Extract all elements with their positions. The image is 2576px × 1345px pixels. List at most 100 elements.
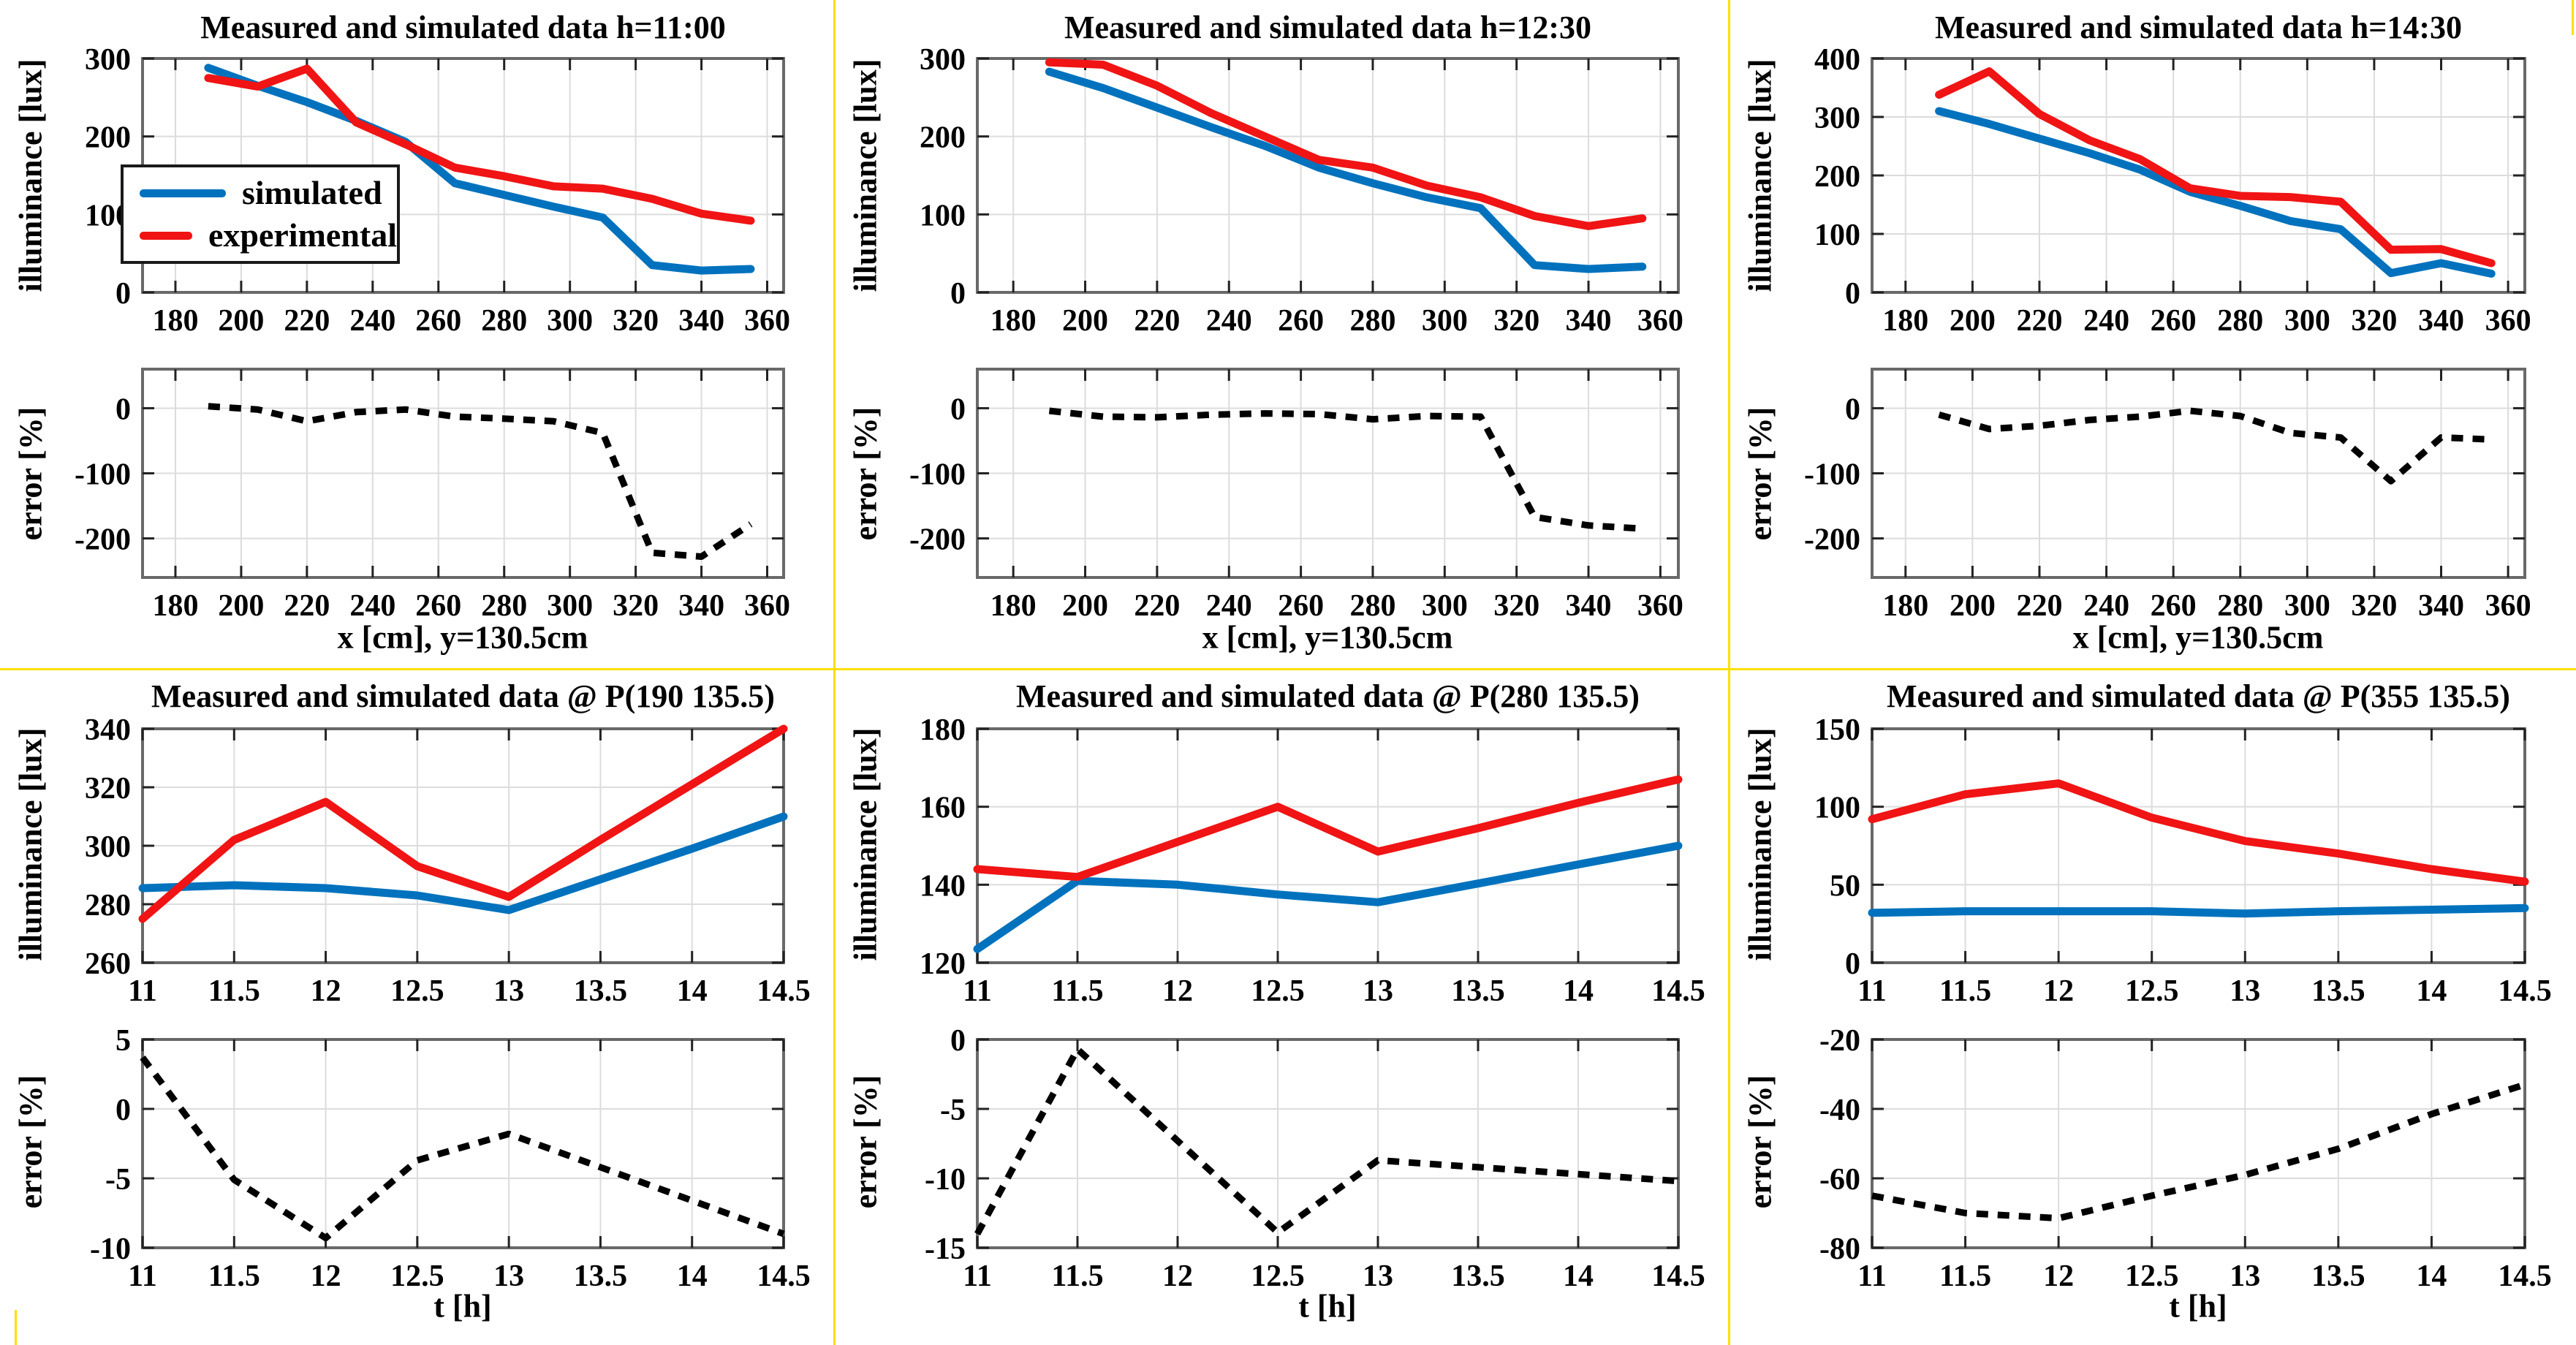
svg-text:150: 150 [1814,713,1860,747]
svg-text:280: 280 [1349,589,1395,623]
horizontal-divider [0,668,2576,670]
svg-text:260: 260 [1278,304,1324,338]
svg-text:-5: -5 [105,1163,131,1197]
svg-text:240: 240 [1206,589,1252,623]
svg-text:320: 320 [85,772,131,806]
svg-text:180: 180 [1882,589,1928,623]
svg-text:340: 340 [678,304,724,338]
svg-text:220: 220 [284,304,330,338]
svg-text:320: 320 [613,589,659,623]
legend-label-experimental: experimental [208,216,397,254]
svg-text:13.5: 13.5 [2311,974,2365,1008]
svg-text:11: 11 [963,974,992,1008]
svg-text:300: 300 [1814,102,1860,135]
svg-text:180: 180 [152,589,198,623]
svg-text:12.5: 12.5 [1251,1259,1305,1293]
svg-text:280: 280 [2217,589,2263,623]
svg-text:13: 13 [2230,1259,2260,1293]
svg-text:340: 340 [678,589,724,623]
svg-text:14.5: 14.5 [1651,1259,1705,1293]
svg-text:13.5: 13.5 [1451,1259,1505,1293]
svg-text:12.5: 12.5 [2125,974,2179,1008]
svg-text:100: 100 [920,199,966,232]
svg-text:-200: -200 [75,523,131,557]
vertical-divider-1 [833,0,836,1345]
svg-text:300: 300 [85,43,131,77]
svg-text:14: 14 [2416,974,2447,1008]
svg-text:260: 260 [415,589,461,623]
chart-title: Measured and simulated data @ P(190 135.… [151,678,775,714]
svg-text:400: 400 [1814,43,1860,77]
panel-p280: Measured and simulated data @ P(280 135.… [835,670,1730,1345]
svg-text:200: 200 [218,304,264,338]
svg-text:240: 240 [2083,589,2129,623]
svg-text:12: 12 [1162,974,1193,1008]
yellow-edge-stub-bottom-left [15,1310,17,1345]
x-axis-label: t [h] [433,1288,492,1325]
svg-text:12.5: 12.5 [390,974,444,1008]
x-axis-label: t [h] [1298,1288,1357,1325]
svg-text:12: 12 [311,1259,341,1293]
svg-text:13.5: 13.5 [574,1259,628,1293]
svg-text:260: 260 [1278,589,1324,623]
svg-text:11: 11 [128,1259,157,1293]
chart-title: Measured and simulated data h=11:00 [200,10,726,45]
svg-text:0: 0 [115,393,131,426]
svg-text:-10: -10 [925,1163,966,1197]
svg-text:300: 300 [1422,304,1468,338]
svg-text:300: 300 [920,43,966,77]
svg-text:0: 0 [115,277,131,311]
svg-text:13: 13 [1363,974,1393,1008]
svg-text:340: 340 [2418,589,2464,623]
svg-text:11.5: 11.5 [1051,1259,1103,1293]
svg-text:13: 13 [2230,974,2260,1008]
svg-text:12: 12 [311,974,341,1008]
svg-text:200: 200 [218,589,264,623]
svg-text:360: 360 [2485,304,2531,338]
svg-text:12: 12 [2043,974,2074,1008]
x-axis-label: t [h] [2169,1288,2227,1325]
svg-text:13.5: 13.5 [2311,1259,2365,1293]
svg-text:14: 14 [1563,974,1594,1008]
svg-text:360: 360 [744,304,790,338]
svg-text:-80: -80 [1819,1232,1860,1266]
svg-text:300: 300 [1422,589,1468,623]
svg-text:260: 260 [85,947,131,981]
svg-text:0: 0 [1845,947,1860,981]
svg-text:14.5: 14.5 [2498,1259,2552,1293]
svg-text:200: 200 [1062,304,1108,338]
svg-text:320: 320 [1493,589,1539,623]
svg-text:13: 13 [1363,1259,1393,1293]
svg-text:220: 220 [1134,589,1180,623]
vertical-divider-2 [1728,0,1730,1345]
svg-text:13.5: 13.5 [574,974,628,1008]
svg-text:14: 14 [1563,1259,1594,1293]
svg-text:14: 14 [677,1259,708,1293]
svg-text:180: 180 [990,304,1037,338]
x-axis-label: x [cm], y=130.5cm [337,619,588,656]
svg-text:180: 180 [920,713,966,747]
svg-text:240: 240 [349,304,395,338]
panel-p190: Measured and simulated data @ P(190 135.… [0,670,835,1345]
svg-text:-40: -40 [1819,1094,1860,1127]
svg-text:-200: -200 [909,523,966,557]
svg-text:220: 220 [1134,304,1180,338]
svg-text:0: 0 [1845,277,1860,311]
svg-text:300: 300 [85,830,131,864]
svg-text:13: 13 [493,1259,524,1293]
svg-text:-10: -10 [90,1232,131,1266]
svg-text:360: 360 [1637,304,1683,338]
svg-text:100: 100 [1814,792,1860,825]
charts-svg: 180 200 220 240 260 280 300 320 340 3600100200300… [75,43,790,623]
svg-text:0: 0 [950,393,966,426]
chart-title: Measured and simulated data @ P(355 135.… [1887,678,2510,714]
svg-text:320: 320 [613,304,659,338]
svg-text:-60: -60 [1819,1163,1860,1197]
svg-text:180: 180 [990,589,1037,623]
svg-text:200: 200 [920,121,966,155]
svg-text:140: 140 [920,869,966,903]
svg-text:220: 220 [284,589,330,623]
charts-svg: 11 11.5 12 12.5 13 13.5 14 14.5 260 280 300 320 340 1… [85,713,811,1293]
